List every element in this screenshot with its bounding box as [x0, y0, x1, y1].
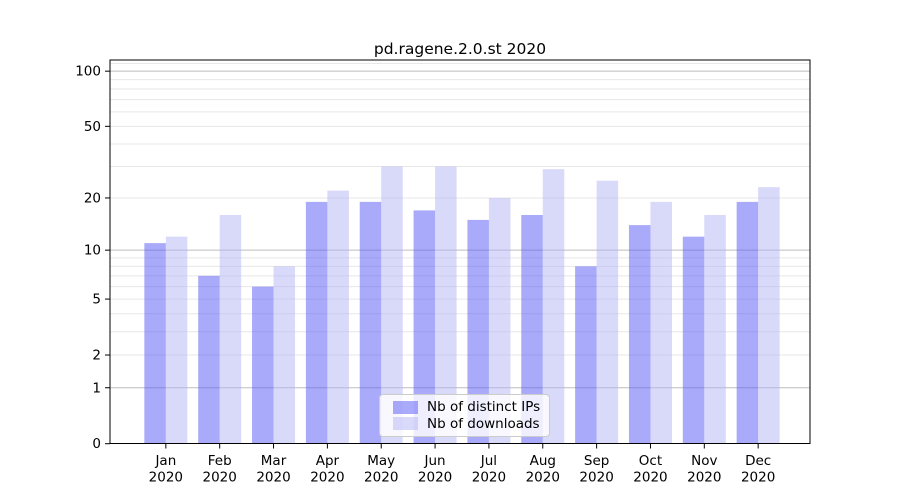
- legend: Nb of distinct IPs Nb of downloads: [379, 394, 550, 437]
- x-tick-label-month: Mar: [261, 453, 287, 469]
- bar-downloads-dec: [758, 187, 780, 444]
- bar-distinct-ips-apr: [305, 201, 328, 444]
- bar-downloads-jun: [435, 166, 457, 444]
- bar-downloads-aug: [542, 169, 565, 444]
- x-tick-label-year: 2020: [741, 470, 775, 486]
- x-tick-label-year: 2020: [526, 470, 560, 486]
- bar-distinct-ips-aug: [521, 215, 543, 444]
- legend-item-downloads: Nb of downloads: [393, 416, 541, 433]
- bar-downloads-jan: [165, 236, 188, 444]
- chart-title: pd.ragene.2.0.st 2020: [373, 40, 547, 58]
- y-tick-label: 2: [92, 348, 101, 364]
- bar-downloads-apr: [327, 190, 349, 444]
- x-tick-label-month: Aug: [530, 453, 556, 469]
- x-tick-label-month: Nov: [691, 453, 717, 469]
- y-tick-label: 0: [92, 436, 101, 452]
- bar-distinct-ips-mar: [252, 286, 274, 444]
- bar-distinct-ips-oct: [628, 225, 651, 444]
- y-tick-label: 100: [75, 64, 101, 80]
- x-tick-label-month: Jun: [424, 453, 446, 469]
- legend-label-distinct-ips: Nb of distinct IPs: [427, 399, 541, 416]
- bar-downloads-sep: [596, 180, 619, 444]
- x-tick-label-year: 2020: [418, 470, 452, 486]
- y-tick-label: 50: [84, 119, 101, 135]
- x-tick-label-month: Sep: [584, 453, 609, 469]
- downloads-swatch: [393, 417, 418, 431]
- x-tick-label-year: 2020: [633, 470, 667, 486]
- bar-downloads-feb: [219, 215, 242, 444]
- x-tick-label-year: 2020: [203, 470, 237, 486]
- x-tick-label-year: 2020: [364, 470, 398, 486]
- bar-distinct-ips-jan: [144, 243, 166, 444]
- bar-distinct-ips-jun: [413, 210, 436, 444]
- x-tick-label-year: 2020: [310, 470, 344, 486]
- bar-distinct-ips-nov: [682, 236, 705, 444]
- bar-distinct-ips-dec: [736, 201, 759, 444]
- x-tick-label-month: May: [367, 453, 395, 469]
- x-axis: Jan2020Feb2020Mar2020Apr2020May2020Jun20…: [149, 443, 775, 486]
- x-tick-label-year: 2020: [579, 470, 613, 486]
- bar-distinct-ips-feb: [198, 275, 220, 444]
- bar-distinct-ips-sep: [575, 266, 597, 444]
- x-tick-label-year: 2020: [256, 470, 290, 486]
- x-tick-label-month: Dec: [745, 453, 771, 469]
- bars: [144, 166, 780, 444]
- x-tick-label-year: 2020: [472, 470, 506, 486]
- y-tick-label: 10: [84, 243, 101, 259]
- x-tick-label-month: Jan: [154, 453, 176, 469]
- y-tick-label: 1: [92, 380, 101, 396]
- legend-item-distinct-ips: Nb of distinct IPs: [393, 399, 541, 416]
- y-tick-label: 5: [92, 292, 101, 308]
- bar-distinct-ips-jul: [467, 219, 489, 444]
- x-tick-label-year: 2020: [687, 470, 721, 486]
- axes-frame: [109, 59, 811, 444]
- legend-label-downloads: Nb of downloads: [427, 415, 540, 432]
- x-tick-label-month: Apr: [316, 453, 340, 469]
- bar-downloads-jul: [488, 197, 511, 444]
- bar-distinct-ips-may: [359, 201, 382, 444]
- y-tick-label: 20: [84, 190, 101, 206]
- distinct-ips-swatch: [393, 400, 418, 414]
- x-tick-label-year: 2020: [149, 470, 183, 486]
- x-tick-label-month: Oct: [639, 453, 662, 469]
- bar-downloads-may: [381, 166, 403, 444]
- bar-downloads-mar: [273, 266, 296, 444]
- bar-downloads-oct: [650, 201, 672, 444]
- x-tick-label-month: Feb: [208, 453, 232, 469]
- x-tick-label-month: Jul: [480, 453, 497, 469]
- bar-downloads-nov: [704, 215, 726, 444]
